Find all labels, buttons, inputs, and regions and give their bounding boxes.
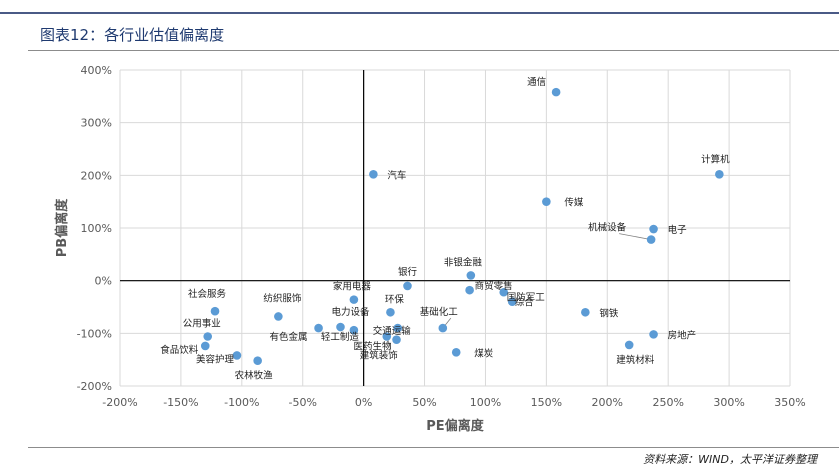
figure-title: 图表12：各行业估值偏离度: [40, 26, 225, 44]
data-point-e688bfe59cb0e4baa7: [649, 330, 658, 339]
point-label: 房地产: [668, 329, 697, 341]
point-label: 传媒: [564, 197, 584, 209]
point-label: 钢铁: [599, 307, 619, 319]
point-label: 通信: [527, 76, 546, 88]
data-point-e59586e8b4b8e99bb6e594ae: [465, 285, 474, 295]
point-label: 汽车: [387, 169, 406, 181]
y-tick-label: 100%: [81, 222, 112, 235]
y-tick-label: -100%: [77, 327, 112, 340]
point-label: 建筑装饰: [360, 349, 398, 361]
point-label: 家用电器: [333, 281, 372, 293]
data-point-e785a4e782ad: [451, 347, 461, 357]
data-point-e4baa4e9809ae8bf90e8be93: [393, 323, 403, 333]
point-label: 公用事业: [183, 317, 221, 329]
point-label: 轻工制造: [321, 331, 360, 343]
data-point-e5bbbae7ad91e69d90e69699: [624, 340, 634, 350]
data-point-e99d9ee993b6e98791e89e8d: [466, 271, 476, 280]
y-axis-title: PB偏离度: [54, 198, 70, 257]
point-label: 计算机: [701, 153, 730, 165]
x-tick-label: 200%: [592, 396, 623, 409]
point-label: 环保: [385, 293, 405, 305]
y-tick-label: 300%: [81, 117, 112, 130]
data-point-e9809ae4bfa1: [551, 87, 561, 97]
point-label: 纺织服饰: [263, 292, 301, 304]
point-label: 农林牧渔: [235, 370, 274, 382]
point-label: 国防军工: [507, 291, 546, 303]
data-point-e4bca0e5aa92: [542, 197, 551, 206]
x-tick-label: 50%: [412, 396, 436, 409]
x-tick-label: 100%: [470, 396, 501, 409]
point-label: 机械设备: [588, 222, 627, 234]
data-point-e6b1bde8bda6: [369, 169, 378, 179]
point-label: 银行: [398, 266, 418, 278]
point-label: 综合: [515, 297, 535, 309]
x-tick-label: 250%: [652, 396, 683, 409]
point-label: 食品饮料: [160, 344, 199, 356]
data-point-e7a4bee4bc9ae69c8de58aa1: [210, 306, 220, 316]
data-point-e58cbbe88dafe7949fe789a9: [392, 335, 401, 344]
point-label: 电子: [668, 224, 688, 236]
footer-divider: [28, 447, 839, 448]
data-point-e78eafe4bf9d: [386, 307, 395, 317]
data-point-e9a39fe59381e9a5aee69699: [200, 341, 210, 351]
data-points: [200, 87, 724, 366]
data-point-e59bbde998b2e5869be5b7a5: [499, 287, 509, 297]
point-label: 基础化工: [420, 306, 459, 318]
x-tick-label: -150%: [163, 396, 198, 409]
y-tick-label: -200%: [77, 380, 112, 393]
y-tick-label: 400%: [81, 64, 112, 77]
x-tick-label: 150%: [531, 396, 562, 409]
data-point-e69cbae6a2b0e8aebee5a487: [646, 235, 656, 244]
x-axis-title: PE偏离度: [426, 418, 484, 434]
data-point-e794b5e5ad90: [649, 224, 658, 234]
data-point-e8bdbbe5b7a5e588b6e980a0: [349, 325, 359, 335]
point-label: 美容护理: [196, 353, 235, 365]
data-point-e585ace794a8e4ba8be4b89a: [203, 332, 213, 341]
x-tick-label: -100%: [224, 396, 259, 409]
x-tick-label: 350%: [774, 396, 805, 409]
x-tick-label: 0%: [355, 396, 372, 409]
data-point-e992a2e99381: [581, 307, 590, 317]
data-point-e5bbbae7ad91e8a385e9a5b0: [382, 332, 392, 341]
data-point-e7babae7bb87e69c8de9a5b0: [274, 312, 283, 321]
x-tick-label: -50%: [289, 396, 317, 409]
data-point-e5869ce69e97e789a7e6b894: [253, 356, 262, 366]
axes: [120, 70, 790, 386]
point-label: 交通运输: [373, 325, 412, 337]
data-point-e5aeb6e794a8e794b5e599a8: [349, 295, 359, 304]
data-point-e69c89e889b2e98791e5b19e: [314, 323, 323, 333]
point-label: 社会服务: [188, 288, 227, 300]
top-rule: [0, 12, 839, 14]
source-note: 资料来源：WIND，太平洋证券整理: [643, 453, 817, 466]
tick-labels: -200% -150% -100% -50% 0% 50% 100% 150% 200% 250%…: [77, 64, 806, 409]
data-point-e7be8ee5aeb9e68aa4e79086: [232, 351, 242, 360]
point-label: 非银金融: [444, 256, 483, 268]
point-label: 医药生物: [354, 341, 393, 353]
point-label: 商贸零售: [475, 280, 513, 292]
data-point-e7bbbce59088: [507, 297, 517, 307]
y-tick-label: 0%: [95, 275, 112, 288]
y-tick-label: 200%: [81, 169, 112, 182]
point-label: 建筑材料: [616, 354, 655, 366]
point-label: 煤炭: [474, 347, 494, 359]
x-tick-label: -200%: [102, 396, 137, 409]
data-point-e993b6e8a18c: [403, 281, 412, 291]
data-point-e8aea1e7ae97e69cba: [715, 169, 724, 179]
leader-line: [619, 233, 652, 240]
x-tick-label: 300%: [713, 396, 744, 409]
point-label: 电力设备: [331, 306, 370, 318]
data-point-e794b5e58a9be8aebee5a487: [336, 322, 345, 332]
point-label: 有色金属: [270, 331, 308, 343]
data-point-e59fbae7a180e58c96e5b7a5: [438, 323, 448, 333]
title-divider: [28, 50, 839, 51]
